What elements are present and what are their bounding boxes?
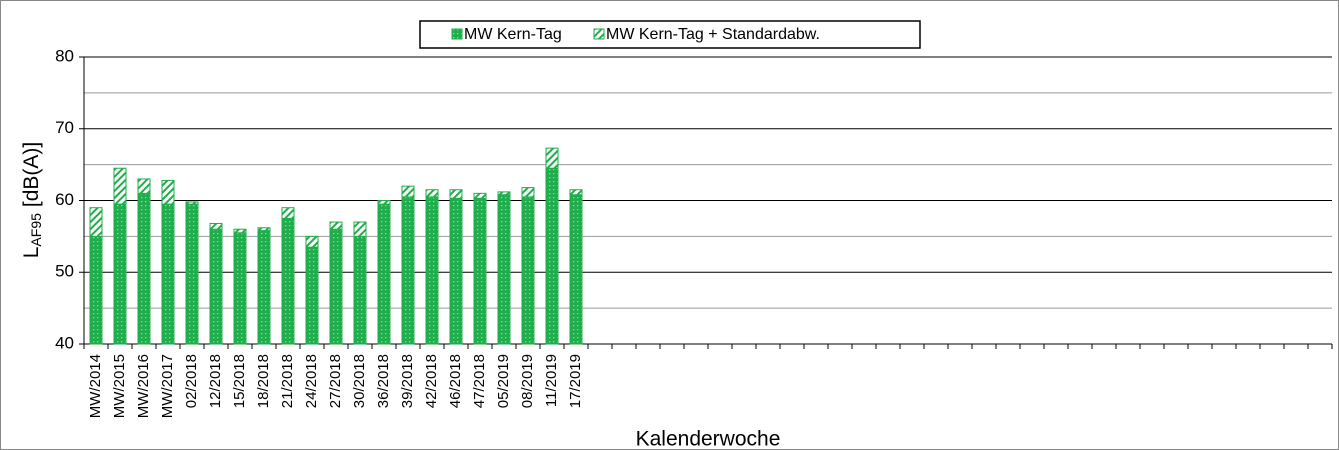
x-tick-label: MW/2017 — [159, 354, 176, 418]
bar — [425, 196, 439, 345]
legend-swatch — [593, 28, 605, 40]
bar — [545, 167, 559, 345]
bar — [449, 197, 463, 345]
x-tick-label: 47/2018 — [471, 354, 488, 408]
bar — [185, 203, 199, 345]
deviation-bar — [377, 200, 391, 205]
deviation-bar — [185, 201, 199, 205]
x-tick-label: 17/2019 — [567, 354, 584, 408]
deviation-bar — [545, 147, 559, 169]
x-tick-label: MW/2016 — [135, 354, 152, 418]
bar — [377, 203, 391, 345]
deviation-bar — [89, 207, 103, 237]
x-tick-label: 15/2018 — [231, 354, 248, 408]
bar — [89, 235, 103, 345]
deviation-bar — [113, 167, 127, 205]
x-tick-label: 39/2018 — [399, 354, 416, 408]
deviation-bar — [305, 235, 319, 248]
bar — [137, 192, 151, 345]
deviation-bar — [137, 178, 151, 194]
deviation-bar — [257, 227, 271, 232]
x-tick-label: MW/2015 — [111, 354, 128, 418]
deviation-bar — [449, 189, 463, 199]
bar — [209, 228, 223, 345]
x-tick-label: 02/2018 — [183, 354, 200, 408]
plot-area — [79, 56, 1333, 349]
legend-swatch — [451, 28, 463, 40]
deviation-bar — [329, 221, 343, 230]
deviation-bar — [233, 228, 247, 234]
deviation-bar — [425, 189, 439, 198]
y-label-main: L — [20, 247, 43, 259]
y-axis-title: LAF95 [dB(A)] — [20, 142, 44, 259]
deviation-bar — [521, 187, 535, 198]
legend-items: MW Kern-Tag MW Kern-Tag + Standardabw. — [451, 26, 820, 43]
x-tick-label: 05/2019 — [495, 354, 512, 408]
x-tick-label: 08/2019 — [519, 354, 536, 408]
y-tick-label: 60 — [55, 190, 74, 209]
deviation-bar — [161, 179, 175, 205]
x-tick-label: 42/2018 — [423, 354, 440, 408]
bar — [353, 235, 367, 345]
x-tick-label: 12/2018 — [207, 354, 224, 408]
bar — [473, 197, 487, 345]
legend — [419, 20, 921, 49]
bar — [401, 196, 415, 345]
x-tick-label: 27/2018 — [327, 354, 344, 408]
bar — [161, 203, 175, 345]
x-tick-label: 30/2018 — [351, 354, 368, 408]
bar — [569, 194, 583, 345]
bar — [329, 228, 343, 345]
y-label-unit: [dB(A)] — [20, 142, 43, 207]
y-label-sub: AF95 — [28, 213, 44, 247]
x-axis-title: Kalenderwoche — [636, 428, 781, 450]
deviation-bar — [209, 222, 223, 230]
x-tick-label: 18/2018 — [255, 354, 272, 408]
x-tick-label: 11/2019 — [543, 354, 560, 407]
bar — [305, 246, 319, 345]
deviation-bar — [353, 221, 367, 237]
bar — [233, 232, 247, 345]
deviation-bar — [401, 185, 415, 198]
x-tick-label: 36/2018 — [375, 354, 392, 408]
x-tick-label: 21/2018 — [279, 354, 296, 408]
deviation-bar — [497, 191, 511, 196]
bar — [497, 194, 511, 345]
deviation-bar — [281, 207, 295, 219]
bar — [257, 230, 271, 345]
deviation-bar — [569, 189, 583, 196]
bar — [521, 196, 535, 345]
legend-label: MW Kern-Tag + Standardabw. — [606, 26, 820, 43]
legend-label: MW Kern-Tag — [464, 26, 562, 43]
bar — [113, 203, 127, 345]
deviation-bar — [473, 192, 487, 199]
y-tick-label: 50 — [55, 262, 74, 281]
y-tick-label: 70 — [55, 118, 74, 137]
x-tick-label: 46/2018 — [447, 354, 464, 408]
x-tick-label: MW/2014 — [87, 354, 104, 418]
bar — [281, 217, 295, 345]
y-tick-label: 80 — [55, 46, 74, 65]
x-tick-label: 24/2018 — [303, 354, 320, 408]
y-tick-label: 40 — [55, 333, 74, 352]
